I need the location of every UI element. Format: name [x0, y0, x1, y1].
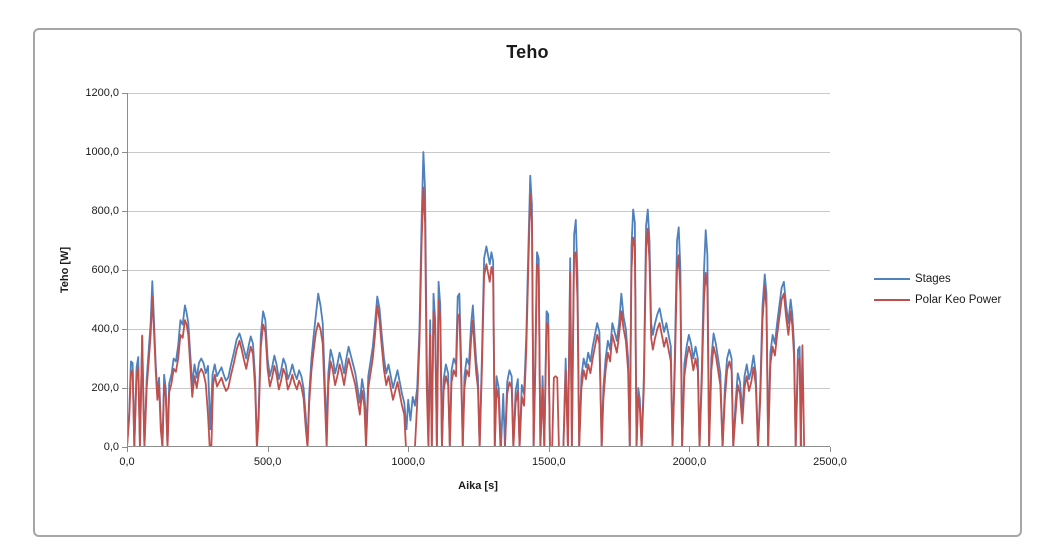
y-gridline: [127, 329, 830, 330]
legend-entry-stages[interactable]: Stages: [874, 273, 1001, 285]
x-tick-label: 2000,0: [672, 456, 707, 468]
x-axis-title: Aika [s]: [458, 480, 498, 492]
y-tick-label: 800,0: [91, 205, 119, 217]
x-axis-line: [127, 446, 830, 447]
x-tick-label: 0,0: [119, 456, 135, 468]
y-gridline: [127, 93, 830, 94]
y-gridline: [127, 211, 830, 212]
y-tick-mark: [122, 152, 127, 153]
y-tick-mark: [122, 388, 127, 389]
y-tick-label: 200,0: [91, 382, 119, 394]
y-tick-label: 1000,0: [85, 146, 119, 158]
x-tick-mark: [408, 447, 410, 452]
y-tick-mark: [122, 329, 127, 330]
x-tick-mark: [127, 447, 128, 452]
x-tick-mark: [689, 447, 691, 452]
series-line-polar-keo-power[interactable]: [127, 187, 804, 447]
y-tick-mark: [122, 93, 127, 94]
y-tick-label: 400,0: [91, 323, 119, 335]
y-gridline: [127, 270, 830, 271]
chart-frame[interactable]: Teho Teho [W] 0,0 200,0 400,0 600,0 800,0 100…: [33, 28, 1022, 537]
y-gridline: [127, 152, 830, 153]
legend-line-swatch: [874, 278, 910, 280]
x-tick-label: 500,0: [253, 456, 282, 468]
x-tick-label: 1500,0: [531, 456, 566, 468]
plot-area[interactable]: [122, 93, 831, 452]
legend-label: Stages: [915, 273, 951, 285]
x-tick-label: 2500,0: [813, 456, 847, 468]
chart-title: Teho: [506, 42, 549, 62]
x-tick-mark: [548, 447, 550, 452]
y-tick-mark: [122, 270, 127, 271]
y-tick-label: 600,0: [91, 264, 119, 276]
y-tick-label: 1200,0: [85, 87, 119, 99]
y-tick-label: 0,0: [103, 441, 119, 453]
legend-label: Polar Keo Power: [915, 294, 1002, 306]
y-tick-mark: [122, 211, 127, 212]
legend-entry-polar-keo-power[interactable]: Polar Keo Power: [874, 294, 1001, 306]
y-tick-mark: [122, 447, 127, 448]
x-tick-label: 1000,0: [391, 456, 426, 468]
legend-line-swatch: [874, 299, 910, 301]
series-plot: [127, 93, 830, 447]
x-tick-mark: [267, 447, 269, 452]
x-tick-mark: [830, 447, 831, 452]
y-axis-line: [127, 93, 128, 447]
series-line-stages[interactable]: [127, 152, 804, 447]
legend: Stages Polar Keo Power: [874, 273, 1001, 306]
